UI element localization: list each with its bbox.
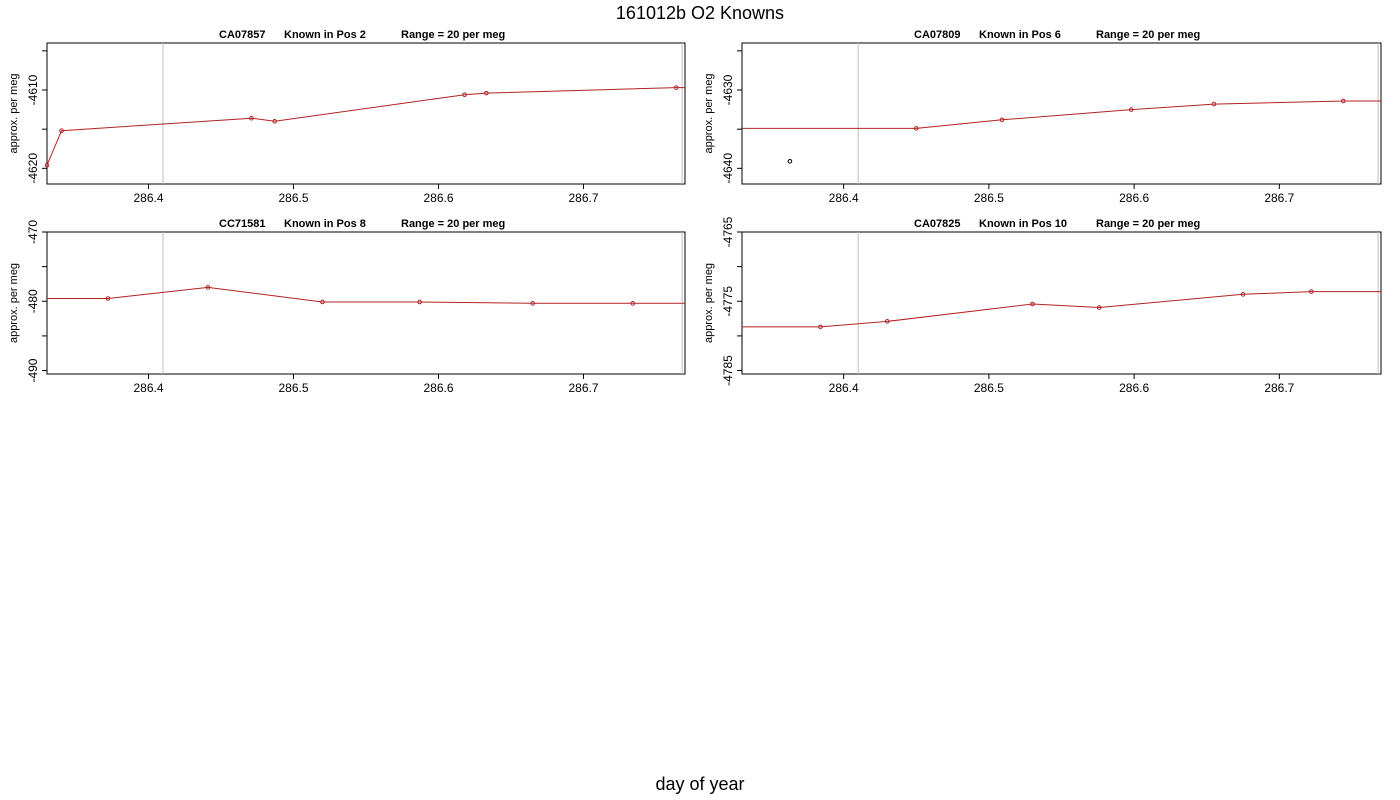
panel-title-part: Range = 20 per meg [1096,29,1200,41]
data-point [884,319,890,324]
panel-title-part: Range = 20 per meg [1096,218,1200,230]
data-point [913,126,919,131]
series-line [46,87,685,166]
data-point [417,299,422,305]
data-point [272,119,277,124]
data-point [44,162,50,168]
data-point [1030,301,1035,307]
x-tick-label: 286.7 [1264,381,1294,395]
data-point [1128,107,1134,112]
x-tick-label: 286.7 [568,381,598,395]
x-tick-label: 286.5 [278,381,308,395]
data-point [630,301,636,306]
panel-title-part: Range = 20 per meg [401,218,505,230]
plot-frame [46,42,686,185]
panel-title-part: CA07825 [914,218,960,230]
data-point [249,115,254,121]
y-tick-label: -480 [26,289,40,313]
y-axis-label: approx. per meg [703,73,715,153]
x-tick-label: 286.7 [1264,191,1294,205]
y-axis-label: approx. per meg [8,73,20,153]
data-point [59,128,64,134]
x-tick-label: 286.5 [278,191,308,205]
data-point [484,90,489,96]
data-point [999,117,1005,123]
panel-title-part: Known in Pos 10 [979,218,1067,230]
series-line [742,291,1381,328]
y-tick-label: -4610 [26,74,40,105]
y-tick-label: -4785 [721,355,735,386]
data-point [1308,289,1314,294]
plot-frame [741,231,1382,375]
x-tick-label: 286.6 [423,381,453,395]
y-axis-label: approx. per meg [8,263,20,343]
panel-3: CC71581 Known in Pos 8 Range = 20 per meg a… [8,218,686,395]
panel-1: CA07857 Known in Pos 2 Range = 20 per meg a… [8,29,686,205]
y-tick-label: -4775 [721,286,735,317]
x-tick-label: 286.6 [1119,381,1149,395]
y-tick-label: -4640 [721,153,735,184]
x-tick-label: 286.7 [568,191,598,205]
y-tick-label: -470 [26,220,40,244]
panel-4: CA07825 Known in Pos 10 Range = 20 per meg… [703,216,1382,395]
x-tick-label: 286.6 [1119,191,1149,205]
series-line [47,286,685,304]
x-tick-label: 286.4 [829,191,859,205]
data-point [105,296,111,301]
y-tick-label: -4765 [721,216,735,247]
x-tick-label: 286.4 [133,381,163,395]
data-point [1211,101,1217,107]
series-line [742,100,1381,129]
panel-title-part: Known in Pos 6 [979,29,1061,41]
panel-title-part: CA07857 [219,29,265,41]
x-axis-label: day of year [655,774,745,794]
x-tick-label: 286.4 [829,381,859,395]
x-tick-label: 286.4 [133,191,163,205]
page-title: 161012b O2 Knowns [615,3,785,23]
x-tick-label: 286.6 [423,191,453,205]
panel-title-part: CA07809 [914,29,960,41]
panel-2: CA07809 Known in Pos 6 Range = 20 per meg a… [703,29,1382,205]
data-point [674,85,679,90]
data-point [320,299,325,305]
x-tick-label: 286.5 [974,191,1004,205]
x-tick-label: 286.5 [974,381,1004,395]
panel-title-part: Known in Pos 8 [284,218,366,230]
data-point [1340,98,1346,104]
data-point [530,301,536,306]
panel-title-part: Range = 20 per meg [401,29,505,41]
panel-title-part: CC71581 [219,218,265,230]
y-tick-label: -490 [26,358,40,382]
y-tick-label: -4630 [721,74,735,105]
data-point [205,285,211,290]
data-point [818,324,823,330]
y-tick-label: -4620 [26,153,40,184]
data-point [462,92,467,97]
panel-title-part: Known in Pos 2 [284,29,366,41]
data-point [1240,292,1246,297]
outlier-point [787,158,793,164]
data-point [1096,305,1102,310]
y-axis-label: approx. per meg [703,263,715,343]
plot-frame [741,42,1382,185]
